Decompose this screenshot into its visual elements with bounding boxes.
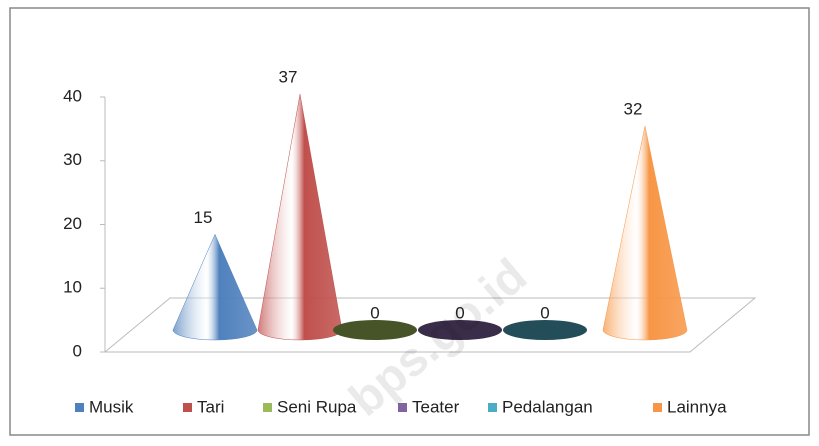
- data-label: 32: [624, 99, 643, 118]
- legend-swatch: [183, 403, 192, 412]
- y-tick-label: 30: [63, 150, 82, 169]
- data-label: 0: [370, 303, 379, 322]
- legend-swatch: [488, 403, 497, 412]
- legend-swatch: [398, 403, 407, 412]
- data-label: 0: [455, 303, 464, 322]
- cone: [333, 320, 417, 340]
- data-label: 37: [279, 68, 298, 87]
- cone: [602, 125, 688, 341]
- data-label: 15: [194, 208, 213, 227]
- chart-frame: [9, 7, 810, 436]
- y-tick-label: 20: [63, 214, 82, 233]
- legend-swatch: [75, 403, 84, 412]
- y-tick-label: 0: [73, 341, 82, 360]
- legend-label: Tari: [197, 397, 224, 416]
- data-label: 0: [540, 303, 549, 322]
- legend-label: Musik: [89, 397, 134, 416]
- legend-label: Teater: [412, 397, 460, 416]
- y-tick-label: 10: [63, 278, 82, 297]
- cone: [503, 320, 587, 340]
- cone: [172, 233, 258, 341]
- legend-swatch: [263, 403, 272, 412]
- cone: [418, 320, 502, 340]
- legend-swatch: [653, 403, 662, 412]
- legend-label: Pedalangan: [502, 397, 593, 416]
- y-tick-label: 40: [63, 86, 82, 105]
- legend-label: Seni Rupa: [277, 397, 357, 416]
- legend-label: Lainnya: [667, 397, 727, 416]
